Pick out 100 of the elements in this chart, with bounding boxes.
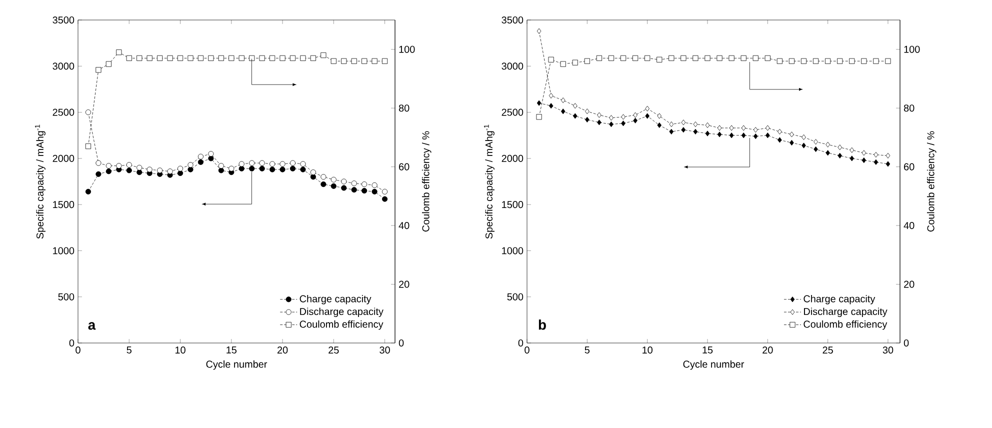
point (351, 180, 357, 186)
point (584, 58, 590, 64)
point (766, 132, 770, 138)
y2-tick-label: 20 (904, 280, 914, 288)
point (341, 178, 347, 184)
point (167, 168, 173, 174)
point (560, 97, 566, 104)
point (874, 159, 878, 165)
x-tick-label: 0 (76, 346, 80, 354)
point (548, 56, 554, 62)
point (106, 163, 112, 169)
point (681, 120, 686, 126)
point (330, 183, 336, 189)
y2-axis-title: Coulomb efficiency / % (422, 131, 432, 232)
x-tick-label: 30 (380, 346, 390, 354)
point (351, 187, 357, 193)
point (270, 166, 276, 172)
y-tick-label: 3000 (52, 62, 74, 70)
point (572, 113, 578, 119)
point (290, 160, 296, 166)
point (96, 67, 102, 73)
legend-label: Charge capacity (300, 295, 372, 304)
point (862, 150, 866, 156)
y-tick-label: 500 (507, 293, 524, 300)
y2-tick-label: 40 (398, 222, 410, 230)
y-tick-label: 1500 (53, 201, 74, 208)
point (228, 166, 234, 172)
point (644, 55, 650, 61)
point (885, 58, 891, 64)
point (372, 188, 378, 194)
y2-tick-label: 20 (399, 280, 410, 288)
point (597, 120, 602, 126)
point (669, 121, 674, 128)
y2-tick-label: 60 (904, 163, 914, 170)
point (741, 125, 746, 131)
point (198, 154, 204, 160)
point (838, 144, 842, 150)
point (198, 55, 204, 61)
point (310, 169, 316, 176)
point (741, 132, 746, 138)
point (310, 55, 316, 61)
point (717, 132, 722, 138)
legend-label: Discharge capacity (300, 308, 384, 317)
x-tick-label: 0 (524, 346, 530, 354)
point (208, 156, 214, 162)
point (362, 181, 368, 188)
point (382, 58, 388, 64)
point (728, 55, 734, 61)
y-tick-label: 3500 (52, 16, 74, 24)
point (668, 55, 674, 61)
point (826, 150, 830, 156)
point (188, 55, 194, 61)
point (136, 169, 142, 176)
point (800, 58, 807, 64)
point (382, 188, 388, 194)
x-tick-label: 20 (762, 346, 773, 354)
point (177, 55, 184, 61)
point (330, 58, 336, 64)
point (814, 139, 818, 145)
point (188, 166, 194, 172)
point (633, 112, 638, 118)
point (85, 109, 92, 116)
x-axis-title: Cycle number (206, 360, 268, 370)
point (692, 55, 698, 61)
point (826, 142, 830, 148)
point (825, 58, 831, 64)
y2-tick-label: 100 (399, 46, 415, 53)
point (802, 142, 806, 148)
point (96, 160, 102, 166)
x-tick-label: 15 (702, 346, 713, 354)
point (362, 188, 368, 194)
x-tick-label: 10 (642, 346, 652, 354)
y2-tick-label: 100 (904, 46, 920, 53)
point (740, 55, 746, 61)
point (167, 55, 173, 61)
point (886, 161, 890, 167)
y-tick-label: 3000 (502, 62, 524, 70)
point (802, 134, 806, 140)
x-tick-label: 10 (175, 346, 186, 354)
point (813, 58, 819, 64)
y-tick-label: 0 (518, 339, 524, 347)
point (382, 196, 388, 202)
point (621, 114, 626, 120)
point (680, 55, 686, 61)
point (106, 61, 112, 67)
point (873, 58, 879, 64)
y2-axis-title: Coulomb efficiency / % (927, 131, 936, 232)
point (218, 55, 224, 61)
point (536, 114, 542, 120)
point (249, 166, 255, 172)
point (341, 58, 347, 64)
point (790, 132, 794, 138)
y2-tick-label: 0 (904, 339, 909, 347)
x-tick-label: 20 (277, 346, 288, 354)
point (657, 122, 662, 128)
point (198, 159, 204, 165)
point (572, 103, 578, 109)
annotation: a (88, 322, 96, 330)
point (838, 152, 842, 158)
point (85, 188, 92, 194)
